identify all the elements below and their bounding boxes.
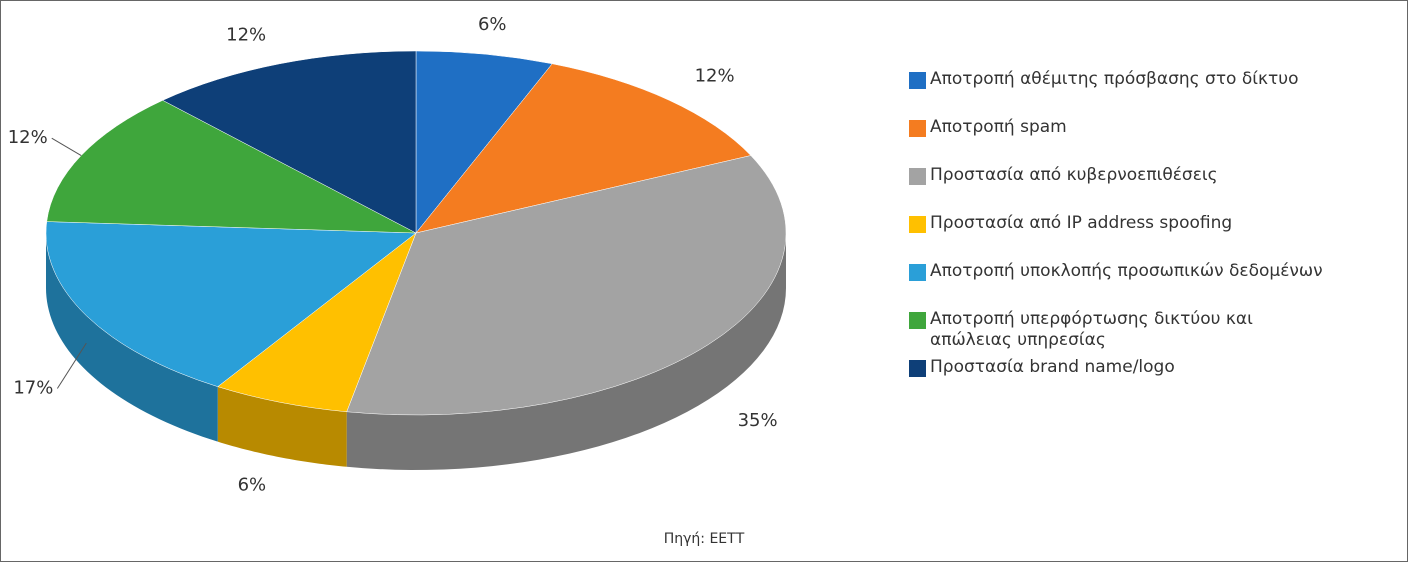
legend-swatch (909, 120, 926, 137)
legend-label: Αποτροπή υπερφόρτωσης δικτύου και απώλει… (930, 309, 1253, 350)
data-label: 6% (478, 14, 507, 35)
legend-item: Αποτροπή spam (909, 117, 1349, 165)
legend-label: Αποτροπή αθέμιτης πρόσβασης στο δίκτυο (930, 69, 1299, 89)
slice (217, 232, 417, 413)
data-label: 17% (13, 378, 53, 399)
data-label: 35% (738, 410, 778, 431)
legend-label: Προστασία brand name/logo (930, 357, 1175, 377)
legend-item: Αποτροπή υπερφόρτωσης δικτύου και απώλει… (909, 309, 1349, 357)
legend-item: Προστασία από κυβερνοεπιθέσεις (909, 165, 1349, 213)
slice-side (217, 386, 347, 467)
legend: Αποτροπή αθέμιτης πρόσβασης στο δίκτυο Απ… (909, 69, 1349, 405)
data-label: 6% (238, 475, 267, 496)
slice (162, 50, 417, 234)
leader-line (51, 137, 82, 156)
slice (346, 155, 787, 416)
pie-chart: 6% 12% 35% 6% 17% 12% 12% (8, 14, 787, 496)
legend-label: Αποτροπή spam (930, 117, 1067, 137)
legend-item: Προστασία από IP address spoofing (909, 213, 1349, 261)
legend-label: Προστασία από IP address spoofing (930, 213, 1233, 233)
data-label: 12% (226, 24, 266, 45)
legend-swatch (909, 360, 926, 377)
legend-item: Αποτροπή υποκλοπής προσωπικών δεδομένων (909, 261, 1349, 309)
legend-swatch (909, 264, 926, 281)
legend-item: Προστασία brand name/logo (909, 357, 1349, 405)
legend-swatch (909, 168, 926, 185)
source: Πηγή: ΕΕΤΤ (663, 531, 745, 547)
leader-line (56, 342, 87, 389)
slice (46, 100, 417, 234)
legend-swatch (909, 312, 926, 329)
slice (415, 63, 752, 234)
data-label: 12% (8, 127, 48, 148)
slice (45, 221, 417, 387)
slice-side (46, 233, 218, 442)
legend-label: Προστασία από κυβερνοεπιθέσεις (930, 165, 1218, 185)
slice-side (346, 233, 786, 470)
legend-swatch (909, 72, 926, 89)
legend-item: Αποτροπή αθέμιτης πρόσβασης στο δίκτυο (909, 69, 1349, 117)
data-label: 12% (695, 65, 735, 86)
legend-label: Αποτροπή υποκλοπής προσωπικών δεδομένων (930, 261, 1323, 281)
legend-swatch (909, 216, 926, 233)
slice (415, 50, 553, 234)
